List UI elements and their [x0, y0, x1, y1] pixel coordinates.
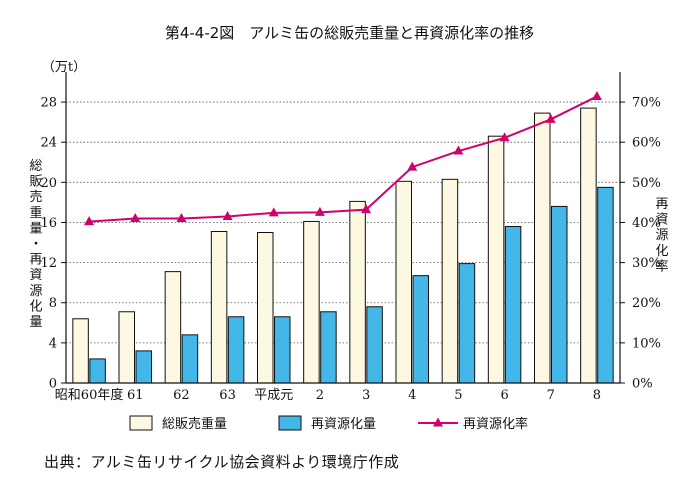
bar-recycled — [227, 316, 245, 384]
rate-marker — [591, 90, 602, 100]
y-right-tick-label: 50% — [632, 176, 661, 191]
y-right-axis-title-char: 資 — [655, 213, 668, 228]
source-note: 出典：アルミ缶リサイクル協会資料より環境庁作成 — [44, 453, 400, 471]
x-tick-label: 7 — [547, 388, 555, 403]
bar-recycled — [89, 358, 106, 384]
legend-swatch-total-sales — [129, 415, 153, 431]
y-tick-label: 16 — [40, 216, 57, 231]
y-axis-title-char: 量 — [29, 221, 42, 236]
bar-total-sales — [580, 107, 597, 384]
x-tick-label: 昭和60年度 — [55, 387, 124, 403]
y-axis-title-char: 資 — [29, 268, 42, 283]
y-axis-title-char: 再 — [29, 253, 42, 268]
y-axis-title-char: 量 — [29, 315, 42, 330]
rate-marker — [453, 145, 464, 155]
y-right-tick-label: 60% — [632, 136, 661, 151]
y-right-tick-label: 30% — [632, 256, 661, 271]
bar-total-sales — [303, 220, 320, 384]
y-axis-title-char: 総 — [29, 159, 42, 174]
y-right-axis-title-char: 再 — [655, 197, 668, 212]
y-tick-label: 4 — [49, 336, 57, 351]
rate-marker — [268, 207, 279, 217]
x-tick-label: 61 — [127, 388, 144, 403]
bar-total-sales — [395, 180, 412, 384]
y-tick-label: 24 — [40, 136, 57, 151]
legend-label: 再資源化量 — [311, 417, 376, 432]
y-axis-title-char: ・ — [29, 237, 42, 252]
y-axis-title-char: 化 — [29, 299, 42, 314]
y-tick-label: 0 — [49, 377, 57, 392]
rate-marker — [176, 212, 187, 222]
rate-marker — [407, 161, 418, 171]
bar-recycled — [366, 306, 383, 384]
x-tick-label: 8 — [593, 388, 601, 403]
rate-marker — [130, 212, 141, 222]
bar-total-sales — [349, 200, 366, 384]
y-tick-label: 12 — [40, 256, 57, 271]
bar-total-sales — [487, 135, 505, 384]
legend-swatch-recycled — [278, 415, 302, 431]
bar-total-sales — [72, 318, 89, 384]
bar-recycled — [551, 205, 568, 384]
bar-recycled — [412, 275, 429, 384]
y-right-tick-label: 0% — [632, 377, 653, 392]
bar-recycled — [181, 334, 199, 384]
bar-total-sales — [118, 311, 135, 384]
rate-marker — [84, 216, 95, 226]
x-tick-label: 62 — [173, 388, 190, 403]
x-tick-label: 4 — [408, 388, 416, 403]
y-tick-label: 28 — [40, 96, 57, 111]
y-right-tick-label: 10% — [632, 336, 661, 351]
y-right-tick-label: 40% — [632, 216, 661, 231]
y-tick-label: 20 — [40, 176, 57, 191]
x-tick-label: 63 — [219, 388, 236, 403]
line-recycling-rate — [89, 95, 598, 223]
y-axis-title-char: 売 — [29, 189, 42, 205]
chart-title: 第4-4-2図 アルミ缶の総販売重量と再資源化率の推移 — [164, 24, 535, 42]
x-tick-label: 5 — [454, 388, 462, 403]
legend-label: 再資源化率 — [463, 416, 528, 432]
y-axis-title-char: 販 — [29, 175, 42, 190]
bar-total-sales — [534, 112, 551, 384]
bar-recycled — [597, 186, 614, 384]
rate-marker — [314, 206, 325, 216]
rate-marker — [499, 132, 510, 142]
y-right-axis-title-char: 源 — [655, 228, 668, 243]
bar-recycled — [504, 225, 522, 384]
rate-marker — [361, 204, 372, 214]
bar-total-sales — [441, 178, 459, 384]
rate-marker — [222, 210, 233, 220]
x-tick-label: 平成元 — [254, 388, 293, 403]
bar-total-sales — [164, 271, 182, 384]
y-axis-title-char: 重 — [29, 205, 42, 221]
unit-label: （万t） — [42, 60, 86, 75]
bar-total-sales — [210, 230, 228, 384]
bar-recycled — [458, 263, 476, 384]
y-tick-label: 8 — [49, 296, 57, 311]
x-tick-label: 3 — [362, 388, 370, 403]
legend-swatch-rate-marker — [433, 417, 443, 427]
bar-recycled — [135, 350, 152, 384]
y-right-axis-title-char: 率 — [655, 258, 668, 274]
bar-recycled — [274, 316, 291, 384]
legend-label: 総販売重量 — [162, 416, 227, 432]
rate-marker — [545, 113, 556, 123]
y-right-axis-title-char: 化 — [655, 244, 668, 259]
y-right-tick-label: 20% — [632, 296, 661, 311]
y-right-tick-label: 70% — [632, 96, 661, 111]
bar-recycled — [320, 311, 337, 384]
y-axis-title-char: 源 — [29, 284, 42, 299]
x-tick-label: 2 — [316, 388, 324, 403]
bar-total-sales — [257, 232, 274, 384]
x-tick-label: 6 — [500, 388, 508, 403]
